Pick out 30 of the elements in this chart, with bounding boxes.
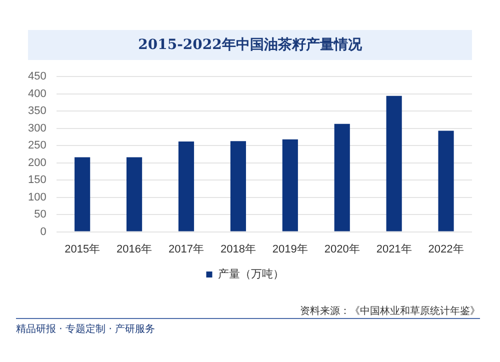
y-tick-label: 450 — [28, 70, 46, 83]
y-tick-label: 100 — [28, 191, 46, 204]
chart-title: 2015-2022年中国油茶籽产量情况 — [28, 30, 472, 60]
y-tick-label: 350 — [28, 105, 46, 118]
x-tick-label: 2015年 — [64, 243, 100, 256]
bar — [74, 157, 90, 232]
text: 资料来源：《中国林业和草原统计年鉴》 — [300, 304, 480, 318]
y-tick-label: 250 — [28, 140, 46, 152]
y-tick-label: 150 — [28, 174, 46, 186]
bar — [282, 139, 298, 232]
x-tick-label: 2020年 — [324, 243, 360, 256]
x-tick-label: 2022年 — [428, 243, 464, 256]
bar — [334, 124, 350, 232]
x-tick-label: 2018年 — [220, 243, 256, 256]
x-tick-label: 2016年 — [116, 243, 152, 256]
bar — [178, 141, 194, 232]
y-tick-label: 0 — [40, 226, 46, 238]
y-tick-label: 50 — [34, 208, 46, 221]
text: 精品研报 · 专题定制 · 产研服务 — [16, 322, 156, 336]
x-tick-label: 2019年 — [272, 243, 308, 256]
x-tick-label: 2021年 — [376, 243, 412, 256]
bar — [230, 141, 246, 232]
legend-label: 产量（万吨） — [218, 267, 284, 280]
bar — [386, 96, 402, 232]
bar — [438, 130, 454, 232]
bar — [126, 157, 142, 232]
y-tick-label: 400 — [28, 88, 46, 100]
y-tick-label: 200 — [28, 156, 46, 169]
x-tick-label: 2017年 — [168, 243, 204, 256]
y-tick-label: 300 — [28, 122, 46, 134]
